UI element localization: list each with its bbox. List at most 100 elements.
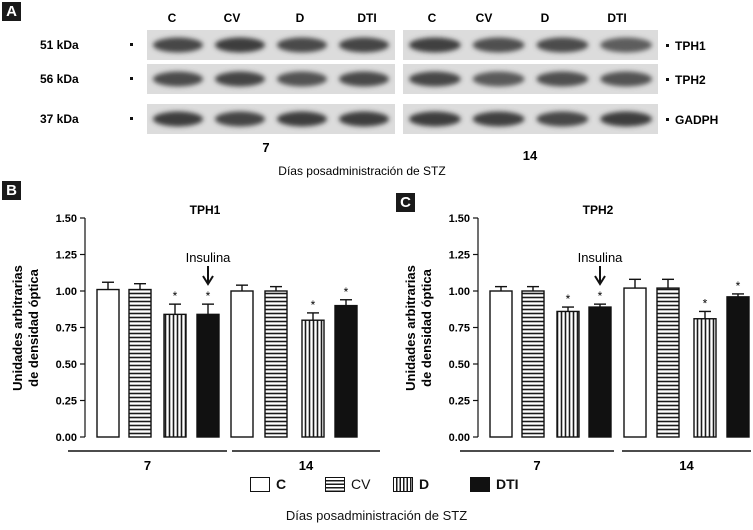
y-tick-label: 0.25 xyxy=(449,396,470,408)
panel-b-tag: B xyxy=(2,181,21,200)
blot-lane-label: C xyxy=(168,11,177,25)
blot-band xyxy=(153,71,203,87)
bar-7-cv xyxy=(128,288,152,438)
significance-marker: * xyxy=(311,298,316,312)
bar-7-c xyxy=(489,290,513,438)
y-axis-title: Unidades arbitrariasde densidad óptica xyxy=(403,265,434,391)
significance-marker: * xyxy=(206,289,211,303)
legend-item-cv: CV xyxy=(325,476,370,492)
blot-band xyxy=(536,71,589,87)
blot-mw-label: 56 kDa xyxy=(40,72,79,86)
group-label: 14 xyxy=(299,458,314,473)
blot-band xyxy=(536,111,589,127)
y-tick-label: 0.50 xyxy=(449,359,470,371)
significance-marker: * xyxy=(173,289,178,303)
bar-7-dti xyxy=(588,306,612,438)
y-tick-label: 0.75 xyxy=(449,323,470,335)
bar-14-dti xyxy=(334,304,358,438)
bar-7-cv xyxy=(521,290,545,438)
bar-7-d xyxy=(163,313,187,438)
blot-band xyxy=(339,71,389,87)
bar-14-cv xyxy=(264,290,288,438)
bar-14-c xyxy=(623,287,647,438)
legend-item-dti: DTI xyxy=(470,476,519,492)
blot-lane-label: DTI xyxy=(607,11,626,25)
blot-band xyxy=(215,111,265,127)
legend-swatch-dti xyxy=(470,476,490,492)
blot-band xyxy=(215,37,265,53)
legend-item-d: D xyxy=(393,476,429,492)
blot-band xyxy=(409,37,461,53)
y-tick-label: 1.25 xyxy=(56,250,77,262)
bar-7-dti xyxy=(196,313,220,438)
blot-band xyxy=(339,37,389,53)
y-tick-label: 1.50 xyxy=(56,213,77,225)
blot-band xyxy=(472,111,525,127)
y-tick-label: 0.25 xyxy=(56,396,77,408)
significance-marker: * xyxy=(598,289,603,303)
legend-item-c: C xyxy=(250,476,286,492)
legend-label-dti: DTI xyxy=(496,476,519,492)
legend-swatch-d xyxy=(393,476,413,492)
y-tick-label: 0.75 xyxy=(56,323,77,335)
y-axis-title: Unidades arbitrariasde densidad óptica xyxy=(10,265,41,391)
insulin-arrowhead xyxy=(594,275,606,286)
group-label: 14 xyxy=(679,458,694,473)
blot-band xyxy=(153,111,203,127)
legend-label-c: C xyxy=(276,476,287,492)
y-tick-label: 0.50 xyxy=(56,359,77,371)
blot-lane-label: CV xyxy=(476,11,493,25)
blot-protein-label: TPH2 xyxy=(675,73,706,87)
y-tick-label: 1.25 xyxy=(449,250,470,262)
panel-c-tag: C xyxy=(396,193,415,212)
significance-marker: * xyxy=(344,285,349,299)
bar-14-c xyxy=(230,290,254,438)
blot-mw-label: 51 kDa xyxy=(40,38,79,52)
chart-title: TPH1 xyxy=(190,203,221,217)
group-label: 7 xyxy=(533,458,540,473)
significance-marker: * xyxy=(566,292,571,306)
blot-protein-label: TPH1 xyxy=(675,39,706,53)
blot-band xyxy=(600,111,652,127)
blot-band xyxy=(536,37,589,53)
blot-band xyxy=(600,37,652,53)
blot-protein-label: GADPH xyxy=(675,113,718,127)
blot-lane-label: C xyxy=(428,11,437,25)
bar-14-d xyxy=(301,319,325,438)
bar-14-d xyxy=(693,318,717,438)
legend-swatch-c xyxy=(250,476,270,492)
chart-title: TPH2 xyxy=(583,203,614,217)
blot-x-axis-label: Días posadministración de STZ xyxy=(278,164,445,178)
insulin-annotation: Insulina xyxy=(578,250,624,265)
bar-7-c xyxy=(96,288,120,438)
blot-mw-marker xyxy=(130,77,133,80)
bar-14-cv xyxy=(656,287,680,438)
blot-band xyxy=(277,111,327,127)
blot-protein-marker xyxy=(666,118,669,121)
blot-mw-label: 37 kDa xyxy=(40,112,79,126)
blot-band xyxy=(472,37,525,53)
y-tick-label: 1.00 xyxy=(56,286,77,298)
legend: C CV D DTI xyxy=(0,472,753,496)
blot-lane-label: CV xyxy=(224,11,241,25)
blot-band xyxy=(409,71,461,87)
chart-tph1: 0.00 0.25 0.50 0.75 1.00 1.25 1.50 Unidades arb… xyxy=(10,203,380,473)
blot-protein-marker xyxy=(666,78,669,81)
western-blot-panel: C CV D DTI C CV D DTI 51 kDa 56 kDa 37 kDa TPH1 TPH2… xyxy=(40,11,718,178)
blot-lane-label: D xyxy=(541,11,550,25)
significance-marker: * xyxy=(736,279,741,293)
blot-band xyxy=(215,71,265,87)
significance-marker: * xyxy=(703,296,708,310)
blot-band xyxy=(472,71,525,87)
blot-lane-label: DTI xyxy=(357,11,376,25)
blot-mw-marker xyxy=(130,43,133,46)
y-tick-label: 0.00 xyxy=(56,432,77,444)
bar-7-d xyxy=(556,310,580,438)
blot-day-label: 14 xyxy=(523,148,538,163)
insulin-annotation: Insulina xyxy=(186,250,232,265)
bottom-x-axis-label: Días posadministración de STZ xyxy=(285,508,468,523)
blot-band xyxy=(409,111,461,127)
legend-swatch-cv xyxy=(325,476,345,492)
insulin-arrowhead xyxy=(202,275,214,286)
